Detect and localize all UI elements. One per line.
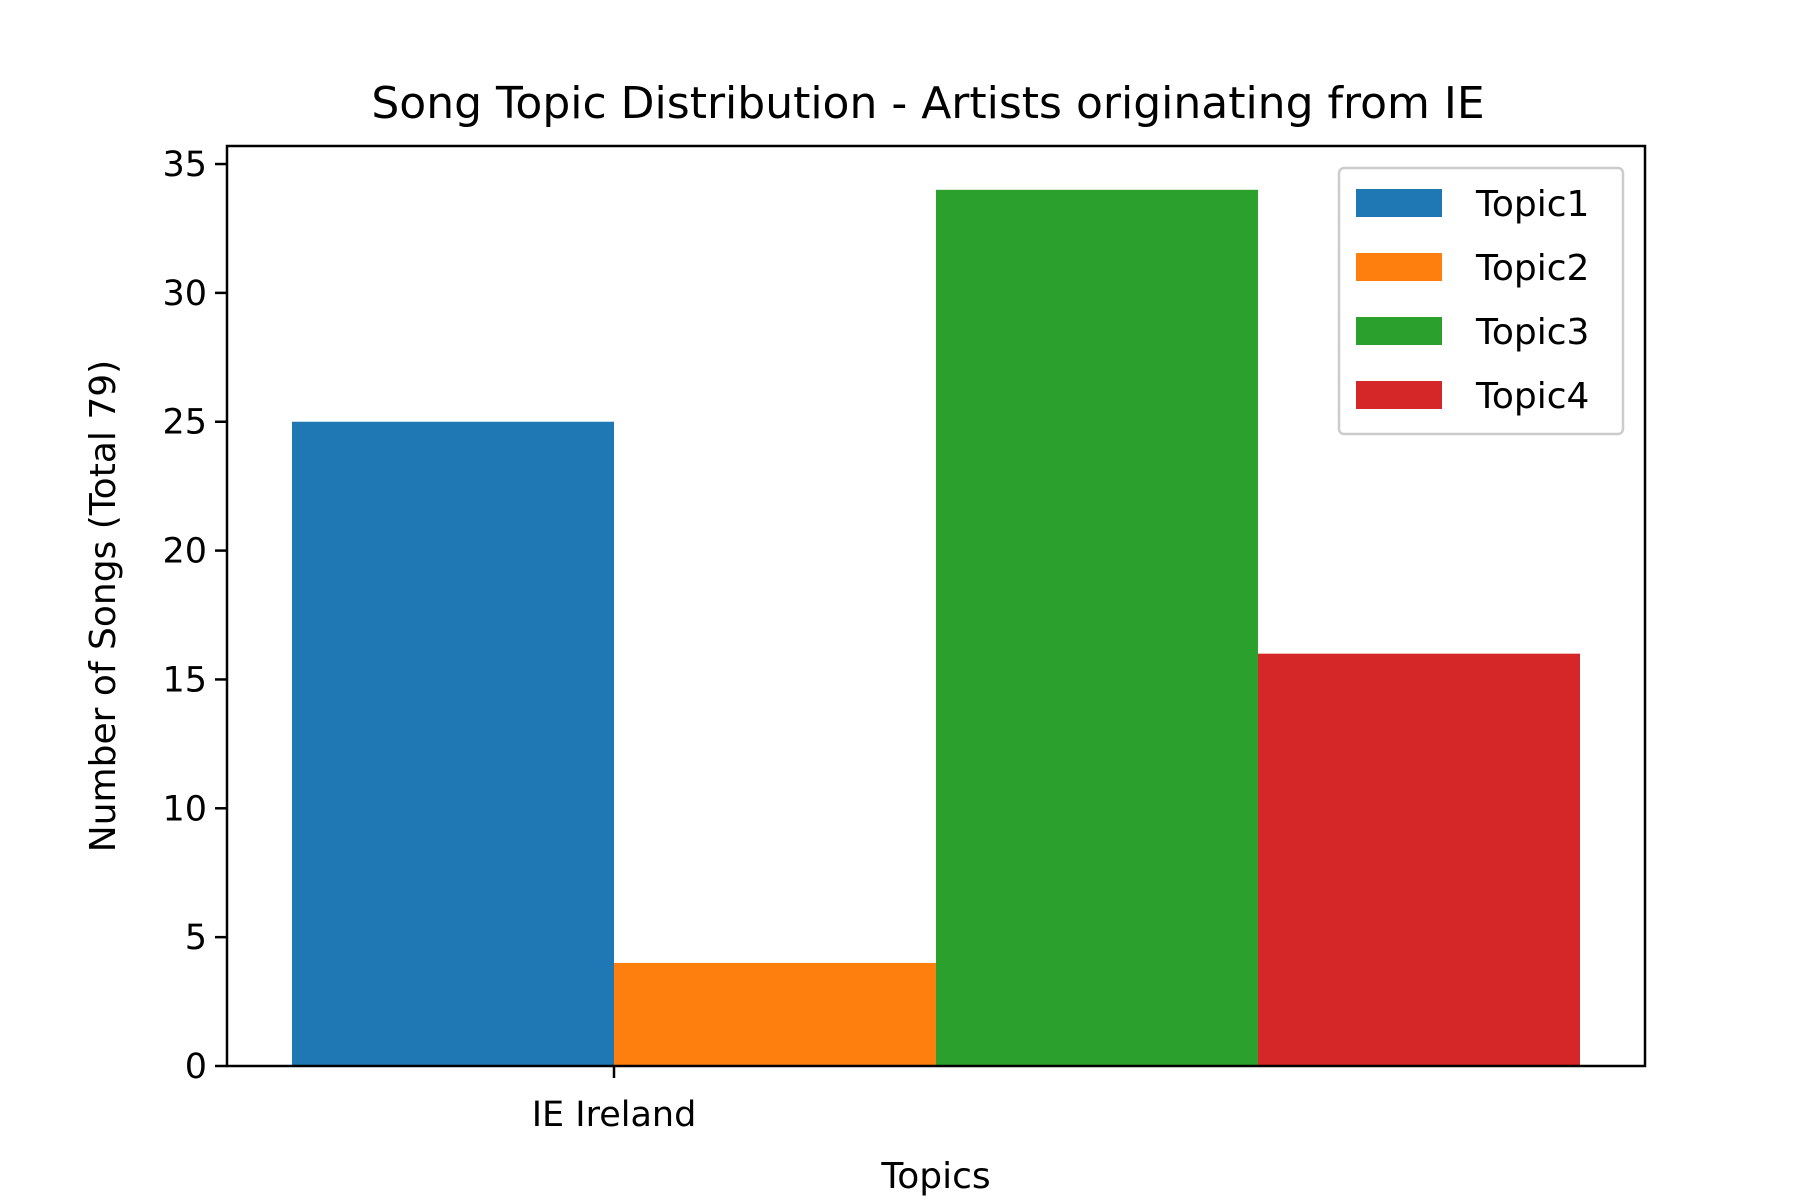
- bar-topic3: [936, 189, 1258, 1067]
- y-axis: 0 5 10 15 20 25 30 35: [162, 145, 227, 1087]
- x-axis: IE Ireland: [532, 1066, 697, 1135]
- legend-swatch-topic2: [1356, 253, 1442, 281]
- y-tick-label: 0: [185, 1047, 207, 1087]
- y-tick-label: 35: [162, 145, 207, 185]
- chart-title: Song Topic Distribution - Artists origin…: [371, 78, 1484, 129]
- legend-label-topic2: Topic2: [1475, 248, 1589, 289]
- y-tick-label: 30: [162, 274, 207, 314]
- legend-swatch-topic3: [1356, 317, 1442, 345]
- y-axis-label: Number of Songs (Total 79): [83, 360, 124, 852]
- x-axis-label: Topics: [880, 1156, 990, 1197]
- legend-label-topic3: Topic3: [1475, 312, 1589, 353]
- bar-topic1: [292, 421, 614, 1066]
- x-tick-label: IE Ireland: [532, 1095, 697, 1135]
- legend-label-topic1: Topic1: [1475, 184, 1589, 225]
- y-tick-label: 15: [162, 660, 207, 700]
- legend-label-topic4: Topic4: [1475, 376, 1589, 417]
- bar-topic2: [614, 962, 936, 1066]
- y-tick-label: 10: [162, 789, 207, 829]
- bars-layer: [292, 189, 1580, 1067]
- y-tick-label: 5: [185, 918, 207, 958]
- legend-frame: [1337, 166, 1625, 436]
- y-tick-label: 25: [162, 403, 207, 443]
- y-tick-label: 20: [162, 532, 207, 572]
- legend: Topic1 Topic2 Topic3 Topic4: [1337, 166, 1625, 436]
- axes-frame: [225, 144, 1647, 1068]
- legend-swatch-topic1: [1356, 189, 1442, 217]
- legend-swatch-topic4: [1356, 381, 1442, 409]
- bar-topic4: [1258, 653, 1580, 1066]
